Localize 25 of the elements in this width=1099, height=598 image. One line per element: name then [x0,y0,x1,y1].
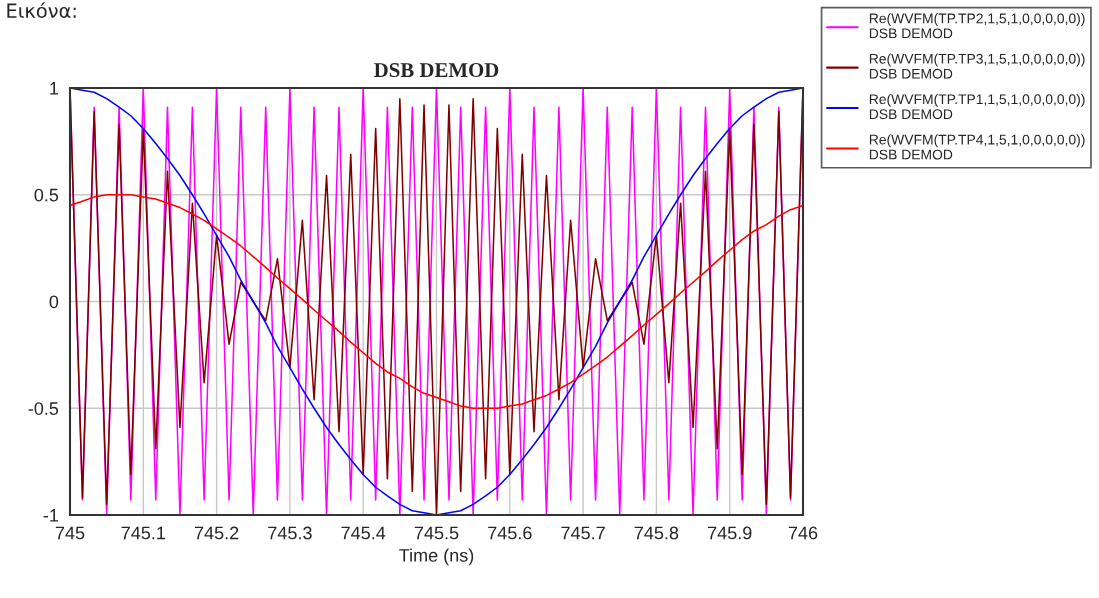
x-tick-label: 745.9 [708,526,752,540]
x-tick-label: 746 [788,526,818,540]
x-tick-label: 745.5 [414,526,459,540]
legend-label: Re(WVFM(TP.TP4,1,5,1,0,0,0,0,0)) DSB DEMOD [869,134,1085,160]
y-tick-label: -1 [43,509,59,522]
legend-label: Re(WVFM(TP.TP2,1,5,1,0,0,0,0,0)) DSB DEMOD [869,13,1085,39]
y-tick-label: 1 [50,82,59,95]
line-series [70,88,803,515]
y-tick-label: 0 [49,295,59,309]
x-tick-label: 745 [55,526,85,540]
x-tick-label: 745.7 [561,526,605,540]
x-tick-label: 745.2 [194,526,239,540]
text: Εικόνα: [7,2,76,19]
x-tick-label: 745.6 [488,526,532,540]
y-tick-label: -0.5 [28,402,59,415]
x-axis-title: Time (ns) [399,548,474,566]
x-tick-label: 745.1 [121,526,166,540]
x-tick-label: 745.8 [634,526,679,540]
x-tick-label: 745.3 [268,526,312,540]
chart-title: DSB DEMOD [374,63,499,78]
y-tick-label: 0.5 [34,188,59,202]
line-series [70,193,803,410]
legend-label: Re(WVFM(TP.TP1,1,5,1,0,0,0,0,0)) DSB DEMOD [869,93,1085,120]
legend-label: Re(WVFM(TP.TP3,1,5,1,0,0,0,0,0)) DSB DEMOD [869,53,1085,79]
x-tick-label: 745.4 [341,526,386,540]
